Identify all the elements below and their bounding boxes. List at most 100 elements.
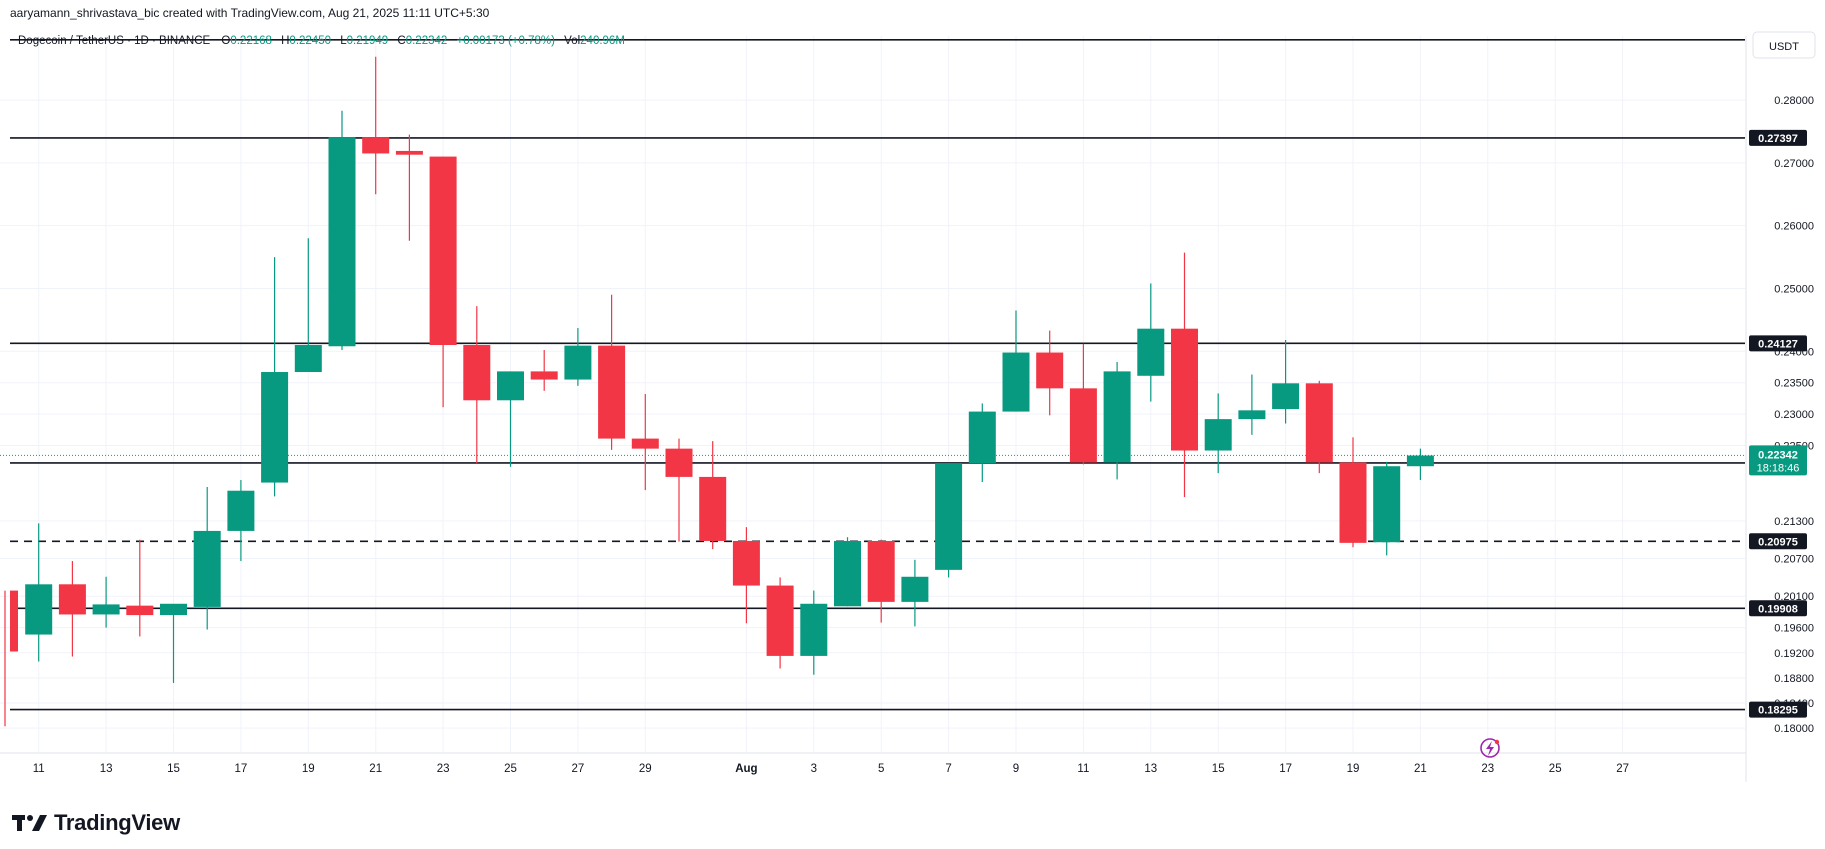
x-tick-label: 17 <box>1279 763 1292 775</box>
candle-body <box>160 603 187 616</box>
y-tick-label: 0.25000 <box>1774 283 1814 295</box>
x-tick-label: 3 <box>811 763 817 775</box>
level-price-label: 0.20975 <box>1758 536 1798 548</box>
x-tick-label: 21 <box>1414 763 1427 775</box>
level-price-tag[interactable] <box>1749 533 1807 550</box>
legend-high-label: H <box>281 35 289 47</box>
x-tick-label: 19 <box>302 763 315 775</box>
candle-body <box>935 463 963 570</box>
legend-open-label: O <box>221 35 230 47</box>
candle-body <box>834 540 861 607</box>
candle-body <box>1272 383 1300 410</box>
legend-volume-label: Vol <box>564 35 580 47</box>
candle-body <box>1204 419 1232 451</box>
candle-body <box>1339 462 1367 543</box>
candle-body <box>10 590 18 652</box>
x-tick-label: 17 <box>235 763 248 775</box>
y-tick-label: 0.27000 <box>1774 158 1814 170</box>
candle-body <box>1002 352 1030 412</box>
candle-body <box>530 371 558 380</box>
candle-body <box>631 438 659 449</box>
x-tick-label: 7 <box>945 763 951 775</box>
tradingview-logo-icon <box>12 815 47 831</box>
x-tick-label: 15 <box>167 763 180 775</box>
legend-high: 0.22450 <box>289 35 331 47</box>
x-tick-label: Aug <box>735 763 757 775</box>
level-price-tag[interactable] <box>1749 600 1807 617</box>
x-tick-label: 13 <box>100 763 113 775</box>
y-tick-label: 0.21300 <box>1774 516 1814 528</box>
y-tick-label: 0.20700 <box>1774 554 1814 566</box>
tradingview-logo[interactable]: TradingView <box>12 810 180 836</box>
candlestick-chart[interactable]: 0.180000.184000.188000.192000.196000.201… <box>0 0 1825 800</box>
countdown-label: 18:18:46 <box>1757 462 1800 474</box>
horizontal-levels <box>0 38 1745 711</box>
candle-body <box>867 540 895 602</box>
x-tick-label: 5 <box>878 763 884 775</box>
candle-body <box>1103 371 1131 463</box>
candle-body <box>968 411 996 464</box>
x-tick-label: 27 <box>572 763 585 775</box>
candle-body <box>362 137 390 154</box>
currency-label: USDT <box>1769 41 1799 53</box>
candle-body <box>901 576 929 602</box>
y-tick-label: 0.19600 <box>1774 623 1814 635</box>
candle-body <box>1238 410 1266 420</box>
candle-body <box>58 584 86 615</box>
legend-open: 0.22168 <box>230 35 272 47</box>
x-tick-label: 25 <box>1549 763 1562 775</box>
legend-row: Dogecoin / TetherUS · 1D · BINANCE O0.22… <box>18 35 625 47</box>
candle-body <box>463 345 491 401</box>
candle-body <box>699 476 727 541</box>
candle-body <box>1171 328 1198 451</box>
candle-body <box>126 605 154 616</box>
x-tick-label: 29 <box>639 763 652 775</box>
candle-body <box>1305 383 1333 463</box>
y-tick-label: 0.18800 <box>1774 673 1814 685</box>
candle-body <box>1069 388 1097 463</box>
current-price-tag[interactable] <box>1749 445 1807 476</box>
level-price-label: 0.24127 <box>1758 338 1798 350</box>
candle-body <box>665 448 693 477</box>
chart-credit: aaryamann_shrivastava_bic created with T… <box>10 6 490 20</box>
x-tick-label: 19 <box>1347 763 1360 775</box>
level-price-tag[interactable] <box>1749 129 1807 146</box>
level-price-label: 0.19908 <box>1758 603 1798 615</box>
x-tick-label: 11 <box>33 763 45 775</box>
candle-body <box>766 585 794 656</box>
brand-name: TradingView <box>54 810 180 835</box>
lightning-icon[interactable] <box>1480 738 1500 758</box>
legend-symbol: Dogecoin / TetherUS · 1D · BINANCE <box>18 35 210 47</box>
y-tick-label: 0.26000 <box>1774 221 1814 233</box>
legend-close-label: C <box>397 35 405 47</box>
candle-body <box>1406 455 1434 467</box>
candle-body <box>598 345 626 439</box>
candle-body <box>1373 466 1401 543</box>
legend-change: +0.00173 (+0.78%) <box>456 35 555 47</box>
x-tick-label: 15 <box>1212 763 1225 775</box>
current-price-label: 0.22342 <box>1758 449 1798 461</box>
currency-box[interactable] <box>1752 31 1816 59</box>
candle-body <box>1036 352 1064 389</box>
legend-low-label: L <box>340 35 347 47</box>
y-tick-label: 0.28000 <box>1774 95 1814 107</box>
y-tick-label: 0.20100 <box>1774 591 1814 603</box>
level-price-tag[interactable] <box>1749 335 1807 352</box>
x-tick-label: 13 <box>1144 763 1157 775</box>
y-tick-label: 0.23000 <box>1774 409 1814 421</box>
x-tick-label: 23 <box>437 763 450 775</box>
x-tick-label: 21 <box>369 763 382 775</box>
x-tick-label: 23 <box>1481 763 1494 775</box>
level-price-tag[interactable] <box>1749 701 1807 718</box>
legend-volume: 240.96M <box>580 35 625 47</box>
level-price-label: 0.18295 <box>1758 705 1798 717</box>
legend-close: 0.22342 <box>406 35 448 47</box>
y-tick-label: 0.19200 <box>1774 648 1814 660</box>
y-tick-label: 0.18000 <box>1774 723 1814 735</box>
x-tick-label: 27 <box>1616 763 1629 775</box>
x-tick-label: 25 <box>504 763 517 775</box>
candle-body <box>261 372 289 483</box>
axes: 0.180000.184000.188000.192000.196000.201… <box>0 36 1814 782</box>
x-tick-label: 9 <box>1013 763 1019 775</box>
candle-body <box>92 604 120 615</box>
